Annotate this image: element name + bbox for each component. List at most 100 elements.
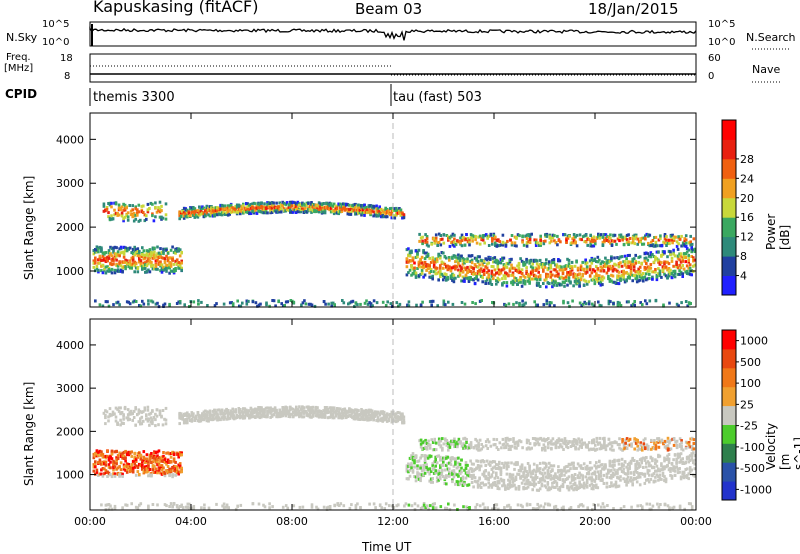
range-time-cell xyxy=(463,261,466,265)
range-time-cell xyxy=(405,468,409,472)
range-time-cell xyxy=(351,209,354,213)
range-time-cell xyxy=(453,237,456,241)
range-time-cell xyxy=(526,275,530,279)
range-time-cell xyxy=(384,414,387,418)
range-time-cell xyxy=(464,275,468,279)
range-time-cell xyxy=(455,480,459,484)
range-time-cell xyxy=(429,268,433,272)
range-time-cell xyxy=(496,276,500,280)
range-time-cell xyxy=(316,411,319,415)
range-time-cell xyxy=(235,414,239,417)
range-time-cell xyxy=(554,281,557,285)
range-time-cell xyxy=(665,242,668,246)
range-time-cell xyxy=(159,269,162,273)
range-time-cell xyxy=(142,419,145,423)
range-time-cell xyxy=(548,233,552,237)
range-time-cell xyxy=(281,204,284,208)
range-time-cell xyxy=(401,216,404,220)
range-time-cell xyxy=(243,206,247,210)
range-time-cell xyxy=(393,415,397,419)
range-time-cell xyxy=(493,273,497,277)
range-time-cell xyxy=(501,241,505,245)
range-time-cell xyxy=(649,266,653,270)
range-time-cell xyxy=(381,416,384,420)
range-time-cell xyxy=(473,263,477,267)
range-time-cell xyxy=(145,459,149,463)
range-time-cell xyxy=(612,233,615,237)
range-time-cell xyxy=(219,412,222,415)
range-time-cell xyxy=(428,264,431,268)
range-time-cell xyxy=(284,414,287,418)
range-time-cell xyxy=(316,209,319,213)
range-time-cell xyxy=(276,412,280,416)
range-time-cell xyxy=(515,236,518,239)
range-time-cell xyxy=(411,256,415,260)
range-time-cell xyxy=(180,466,183,470)
range-time-cell xyxy=(143,408,147,412)
range-time-cell xyxy=(461,279,465,283)
range-time-cell xyxy=(419,272,422,276)
range-time-cell xyxy=(629,269,633,273)
range-time-cell xyxy=(213,210,216,214)
range-time-cell xyxy=(95,454,99,458)
range-time-cell xyxy=(151,409,154,413)
range-time-cell xyxy=(182,213,186,217)
range-time-cell xyxy=(501,268,504,272)
range-time-cell xyxy=(505,467,509,471)
range-time-cell xyxy=(534,240,538,244)
range-time-cell xyxy=(141,267,144,271)
range-time-cell xyxy=(663,250,666,254)
range-time-cell xyxy=(607,277,610,281)
range-time-cell xyxy=(520,284,524,288)
range-time-cell xyxy=(128,417,131,421)
range-time-cell xyxy=(186,208,189,212)
noise-sky-label: N.Sky xyxy=(6,31,38,44)
range-time-cell xyxy=(526,272,530,276)
range-time-cell xyxy=(546,281,550,285)
range-time-cell xyxy=(208,417,212,421)
range-time-cell xyxy=(354,202,357,206)
range-time-cell xyxy=(154,451,158,455)
range-time-cell xyxy=(245,408,248,412)
range-time-cell xyxy=(134,249,138,253)
range-time-cell xyxy=(177,266,180,270)
range-time-cell xyxy=(160,464,164,468)
range-time-cell xyxy=(411,470,415,474)
range-time-cell xyxy=(535,488,539,492)
range-time-cell xyxy=(579,264,583,268)
range-time-cell xyxy=(351,299,355,303)
range-time-cell xyxy=(151,460,155,464)
range-time-cell xyxy=(566,301,570,305)
range-time-cell xyxy=(231,206,234,210)
range-time-cell xyxy=(162,256,165,260)
range-time-cell xyxy=(643,256,647,260)
range-time-cell xyxy=(531,476,534,480)
range-time-cell xyxy=(428,271,431,275)
range-time-cell xyxy=(564,465,568,469)
range-time-cell xyxy=(466,473,469,477)
range-time-cell xyxy=(317,414,321,418)
range-time-cell xyxy=(450,241,453,244)
range-time-cell xyxy=(543,471,547,475)
range-time-cell xyxy=(373,213,377,217)
range-time-cell xyxy=(407,247,410,251)
range-time-cell xyxy=(145,467,149,470)
range-time-cell xyxy=(172,250,176,254)
range-time-cell xyxy=(398,210,401,214)
range-time-cell xyxy=(112,246,115,250)
range-time-cell xyxy=(311,409,315,413)
range-time-cell xyxy=(470,254,474,258)
range-time-cell xyxy=(501,484,504,488)
range-time-cell xyxy=(186,411,189,415)
range-time-cell xyxy=(278,408,281,412)
range-time-cell xyxy=(272,413,275,417)
range-time-cell xyxy=(490,265,494,268)
range-time-cell xyxy=(275,415,278,419)
range-time-cell xyxy=(454,255,457,259)
range-time-cell xyxy=(384,304,388,307)
range-time-cell xyxy=(562,233,565,236)
range-time-cell xyxy=(431,237,435,241)
range-time-cell xyxy=(187,211,191,215)
range-time-cell xyxy=(310,406,313,410)
range-time-cell xyxy=(272,408,275,412)
